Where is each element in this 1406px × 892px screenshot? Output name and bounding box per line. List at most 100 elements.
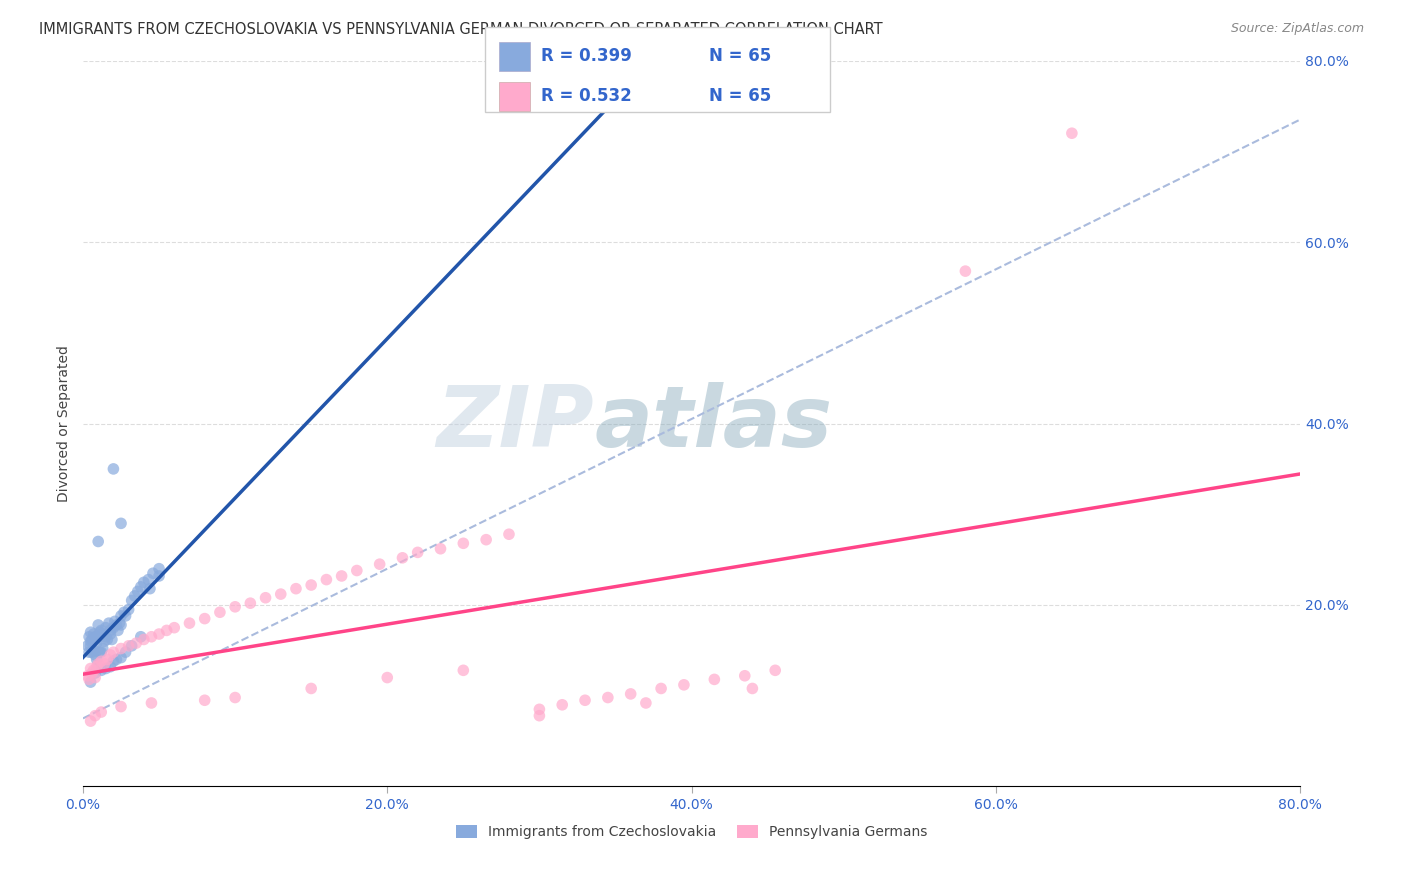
Point [194,693,217,707]
Text: IMMIGRANTS FROM CZECHOSLOVAKIA VS PENNSYLVANIA GERMAN DIVORCED OR SEPARATED CORR: IMMIGRANTS FROM CZECHOSLOVAKIA VS PENNSY… [39,22,883,37]
Point [346,564,368,578]
Point [82,632,104,647]
Point [94,621,117,635]
Point [117,639,139,653]
Point [375,671,398,685]
Point [125,636,148,650]
Point [475,533,498,547]
Point [83,663,105,677]
Point [76,669,98,683]
Point [79,675,101,690]
Point [87,534,110,549]
Point [163,621,186,635]
Point [93,634,115,648]
Point [105,618,128,632]
Point [529,702,551,716]
Point [574,693,596,707]
Point [90,705,112,719]
Point [98,648,121,662]
Point [955,264,977,278]
Point [101,632,124,647]
Point [634,696,657,710]
Point [110,650,132,665]
Point [285,582,308,596]
Point [650,681,672,696]
Point [107,624,129,638]
Point [148,569,170,583]
Text: R = 0.532: R = 0.532 [541,87,633,105]
Point [368,557,391,571]
Point [453,536,475,550]
Point [108,616,131,631]
Text: ZIP: ZIP [436,382,595,465]
Point [83,627,105,641]
Point [79,714,101,728]
Point [91,641,114,656]
Point [132,632,155,647]
Point [138,573,160,587]
Point [1060,126,1083,140]
Point [121,639,143,653]
Point [148,562,170,576]
Point [96,632,118,647]
Point [89,625,111,640]
Point [91,627,114,641]
Point [86,659,108,673]
Point [110,699,132,714]
Point [83,643,105,657]
Point [596,690,619,705]
Point [112,605,135,619]
Point [103,645,125,659]
Point [110,608,132,623]
Point [110,516,132,531]
Point [77,630,100,644]
Point [391,550,413,565]
Point [98,659,121,673]
Point [82,666,104,681]
Point [129,580,152,594]
Text: N = 65: N = 65 [709,47,772,65]
Point [254,591,277,605]
Point [315,573,337,587]
Point [84,666,107,681]
Point [79,661,101,675]
Point [89,645,111,659]
Point [84,630,107,644]
Point [86,652,108,666]
Point [270,587,292,601]
Y-axis label: Divorced or Separated: Divorced or Separated [58,345,72,502]
Point [87,657,110,671]
Point [156,624,179,638]
Point [96,652,118,666]
Point [734,669,756,683]
Legend: Immigrants from Czechoslovakia, Pennsylvania Germans: Immigrants from Czechoslovakia, Pennsylv… [450,820,932,845]
Point [84,648,107,662]
Point [129,630,152,644]
Point [114,608,136,623]
Point [330,569,353,583]
Point [224,690,246,705]
Point [90,645,112,659]
Point [139,582,162,596]
Point [94,661,117,675]
Point [90,624,112,638]
Point [90,663,112,677]
Point [141,696,163,710]
Point [84,708,107,723]
Point [299,681,322,696]
Point [82,645,104,659]
Point [672,678,695,692]
Point [98,627,121,641]
Point [114,645,136,659]
Point [105,652,128,666]
Point [498,527,520,541]
Point [103,654,125,668]
Point [208,605,231,619]
Point [763,663,786,677]
Point [453,663,475,677]
Point [79,634,101,648]
Point [299,578,322,592]
Point [141,630,163,644]
Point [103,621,125,635]
Point [79,639,101,653]
